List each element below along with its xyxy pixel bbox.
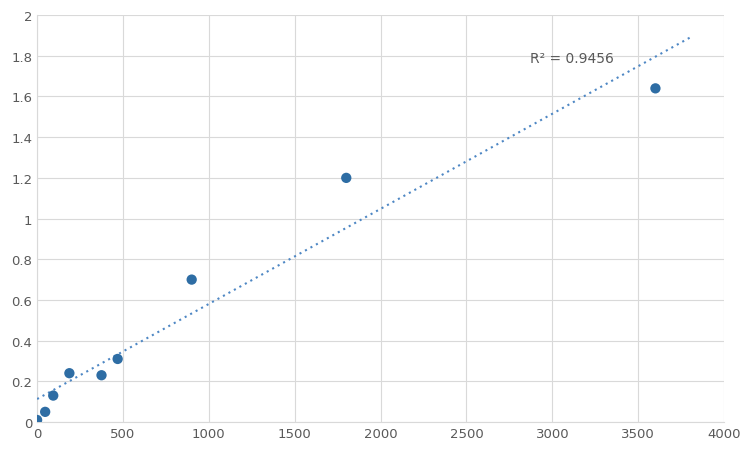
Point xyxy=(96,372,108,379)
Point xyxy=(186,276,198,284)
Point xyxy=(111,355,123,363)
Point xyxy=(650,86,662,93)
Text: R² = 0.9456: R² = 0.9456 xyxy=(530,52,614,66)
Point xyxy=(340,175,352,182)
Point xyxy=(39,408,51,415)
Point xyxy=(63,370,75,377)
Point xyxy=(31,416,43,423)
Point xyxy=(47,392,59,399)
